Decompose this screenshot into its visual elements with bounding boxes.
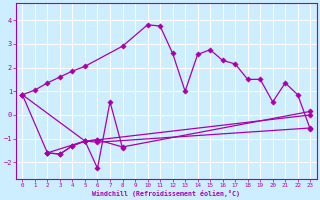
X-axis label: Windchill (Refroidissement éolien,°C): Windchill (Refroidissement éolien,°C) [92, 190, 240, 197]
